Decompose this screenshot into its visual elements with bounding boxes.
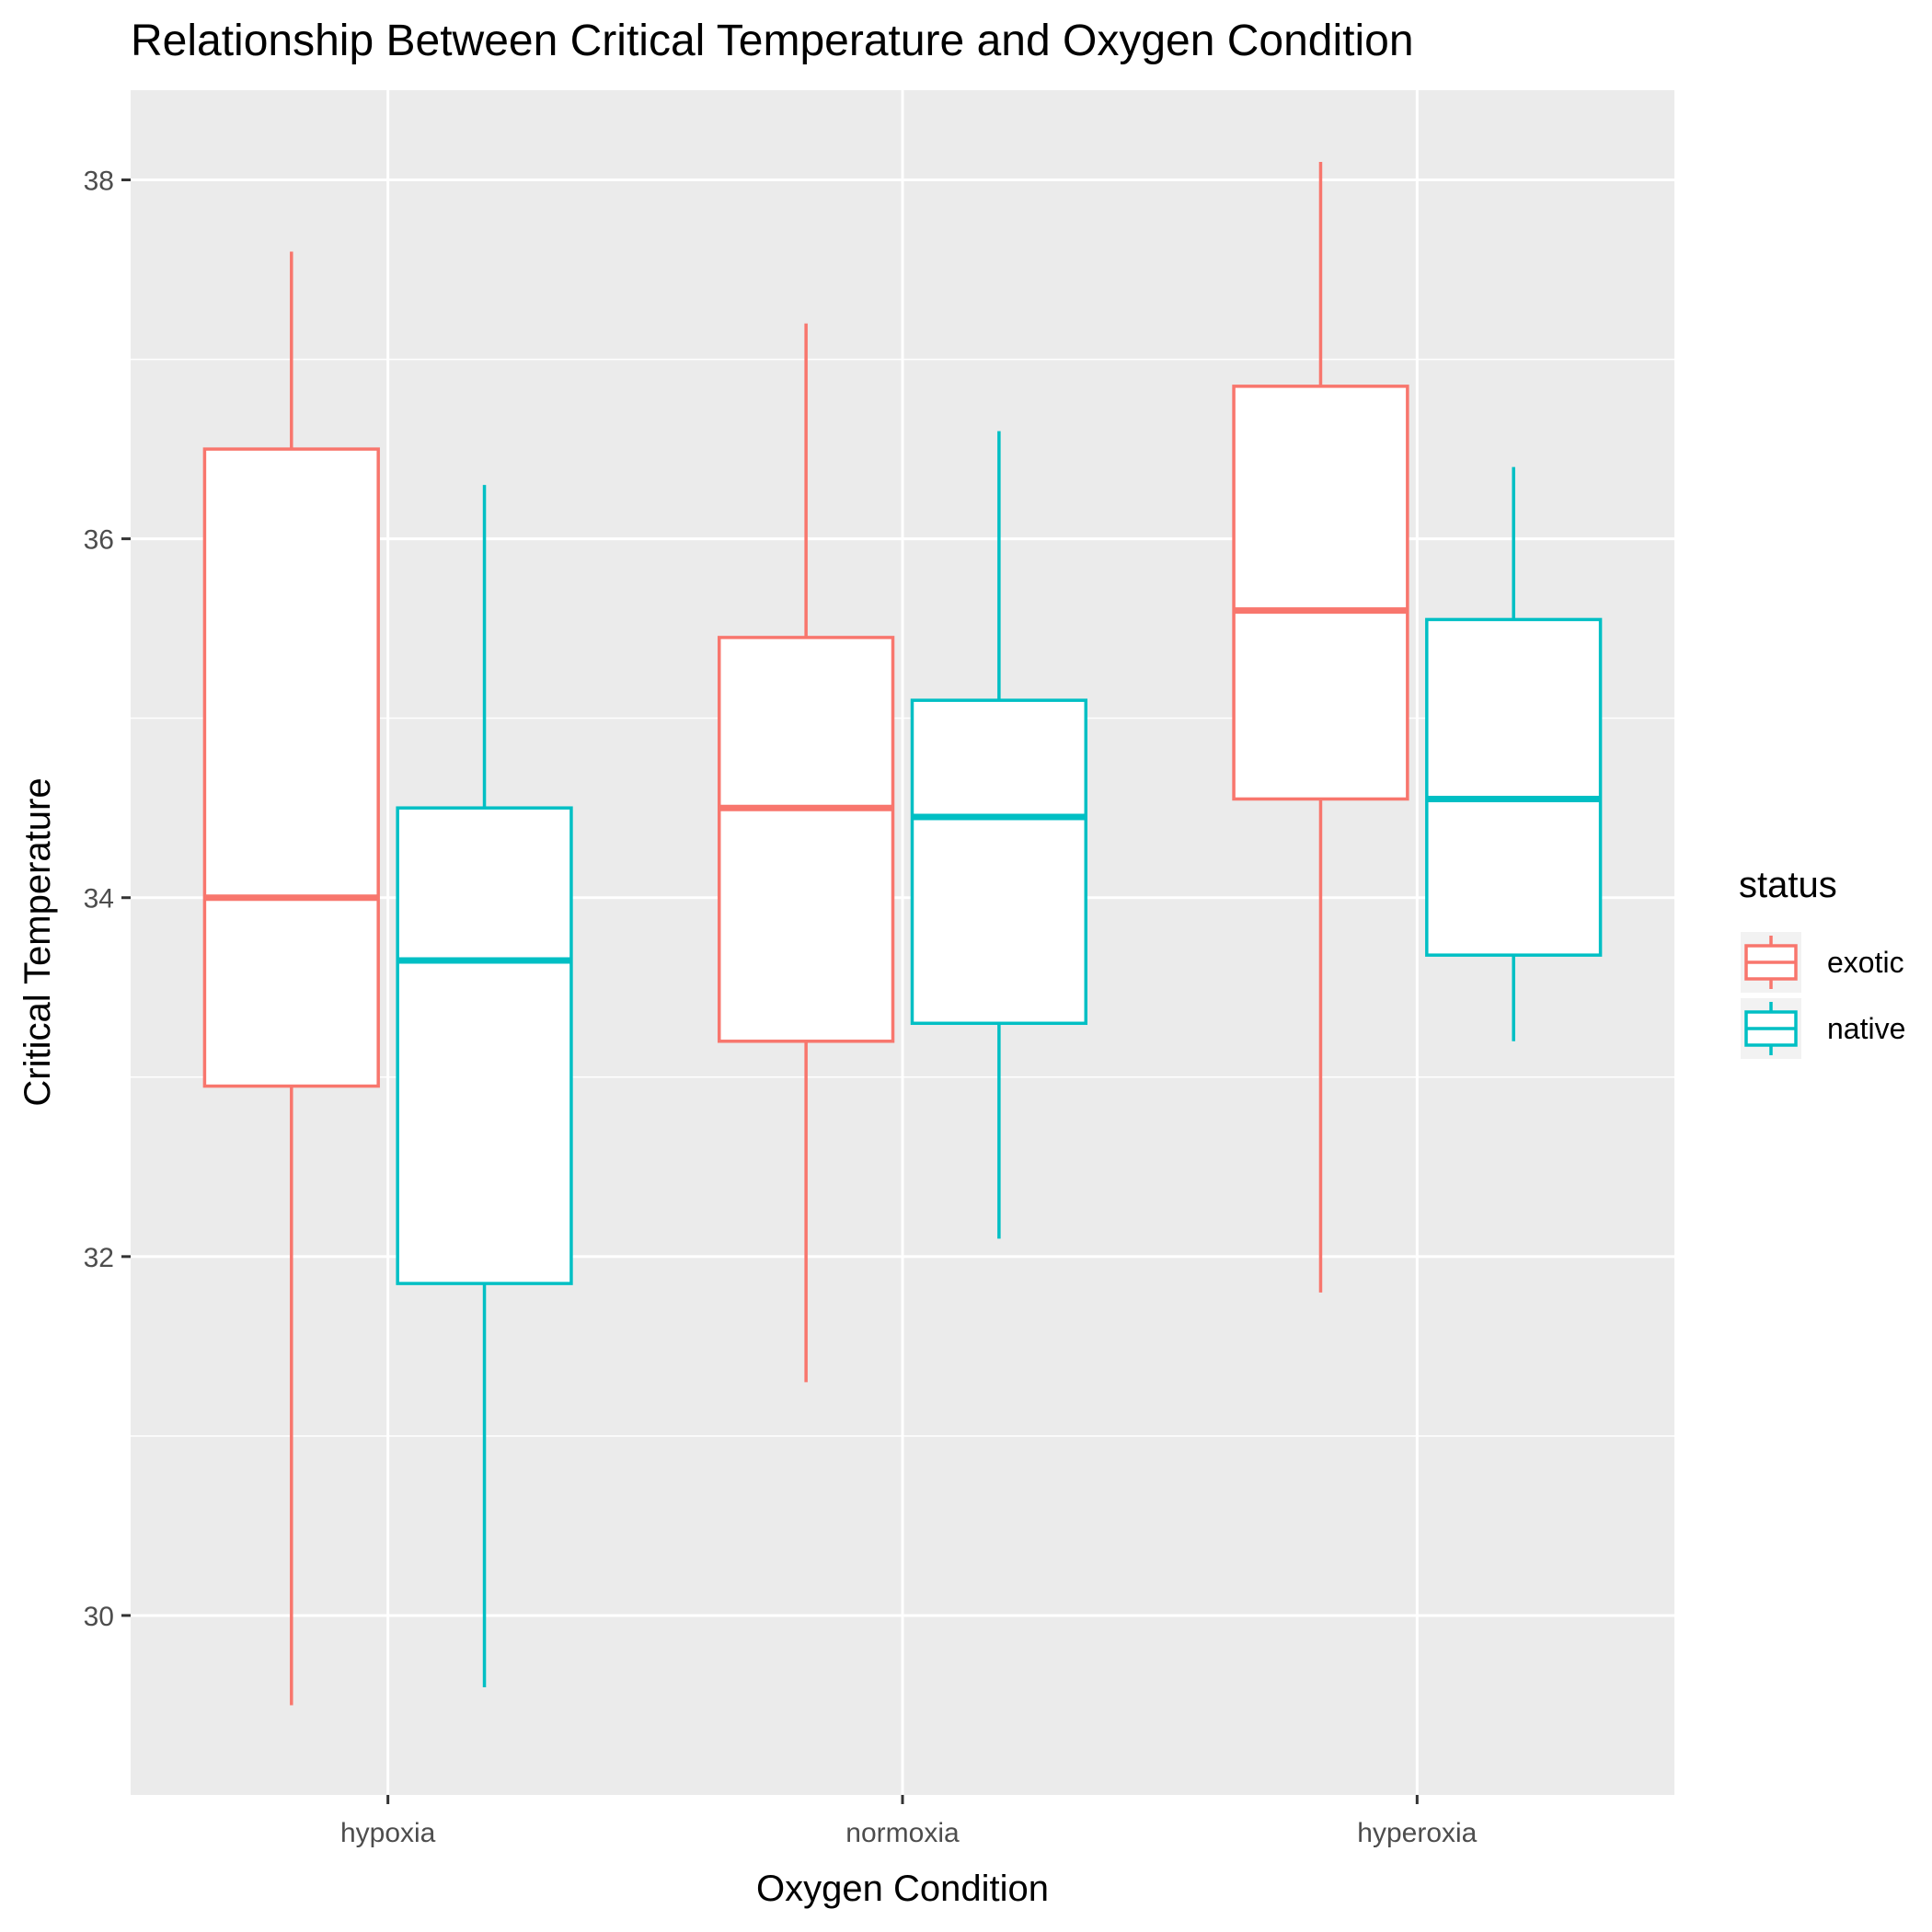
box-layer — [202, 162, 1603, 1706]
box-exotic-hyperoxia — [1232, 385, 1409, 801]
box-native-hypoxia — [396, 806, 573, 1285]
y-axis: 30 32 34 36 38 — [84, 167, 131, 1632]
box-native-normoxia — [910, 698, 1088, 1026]
x-axis-title: Oxygen Condition — [756, 1869, 1049, 1909]
y-tick-label: 30 — [84, 1602, 114, 1632]
y-tick-label: 36 — [84, 525, 114, 556]
legend-label-exotic: exotic — [1827, 946, 1904, 979]
y-tick-label: 32 — [84, 1243, 114, 1273]
box-exotic-hypoxia — [202, 447, 380, 1088]
box-exotic-normoxia — [717, 636, 895, 1043]
grid-lines — [131, 90, 1674, 1795]
legend-label-native: native — [1827, 1012, 1905, 1045]
chart-title: Relationship Between Critical Temperatur… — [131, 17, 1414, 65]
y-axis-title: Critical Temperature — [17, 777, 58, 1106]
y-tick-label: 34 — [84, 884, 114, 914]
legend: status exotic native — [1739, 865, 1905, 1059]
x-axis: hypoxia normoxia hyperoxia — [340, 1795, 1478, 1848]
y-tick-label: 38 — [84, 167, 114, 197]
box-native-hyperoxia — [1425, 617, 1603, 957]
x-tick-label: normoxia — [845, 1818, 960, 1848]
x-tick-label: hypoxia — [340, 1818, 436, 1848]
x-tick-label: hyperoxia — [1357, 1818, 1477, 1848]
legend-title: status — [1739, 865, 1837, 905]
